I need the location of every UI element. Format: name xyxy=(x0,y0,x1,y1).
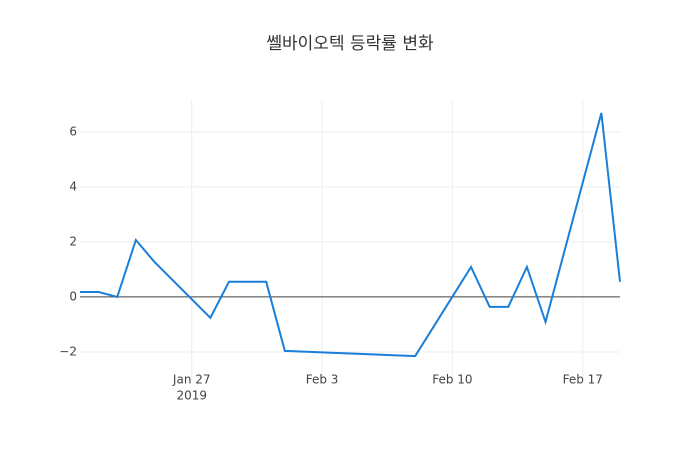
y-tick-label: 2 xyxy=(69,234,77,248)
x-tick-label: Jan 27 xyxy=(172,373,211,387)
y-tick-label: 4 xyxy=(69,179,77,193)
x-tick-label: Feb 10 xyxy=(432,373,472,387)
y-tick-label: −2 xyxy=(59,344,77,358)
chart-title: 쎌바이오텍 등락률 변화 xyxy=(266,34,434,54)
line xyxy=(80,112,621,358)
y-tick-label: 6 xyxy=(69,124,77,138)
y-tick-label: 0 xyxy=(69,289,77,303)
x-tick-label: Feb 17 xyxy=(563,373,603,387)
x-tick-year: 2019 xyxy=(176,389,207,403)
x-tick-label: Feb 3 xyxy=(306,373,339,387)
